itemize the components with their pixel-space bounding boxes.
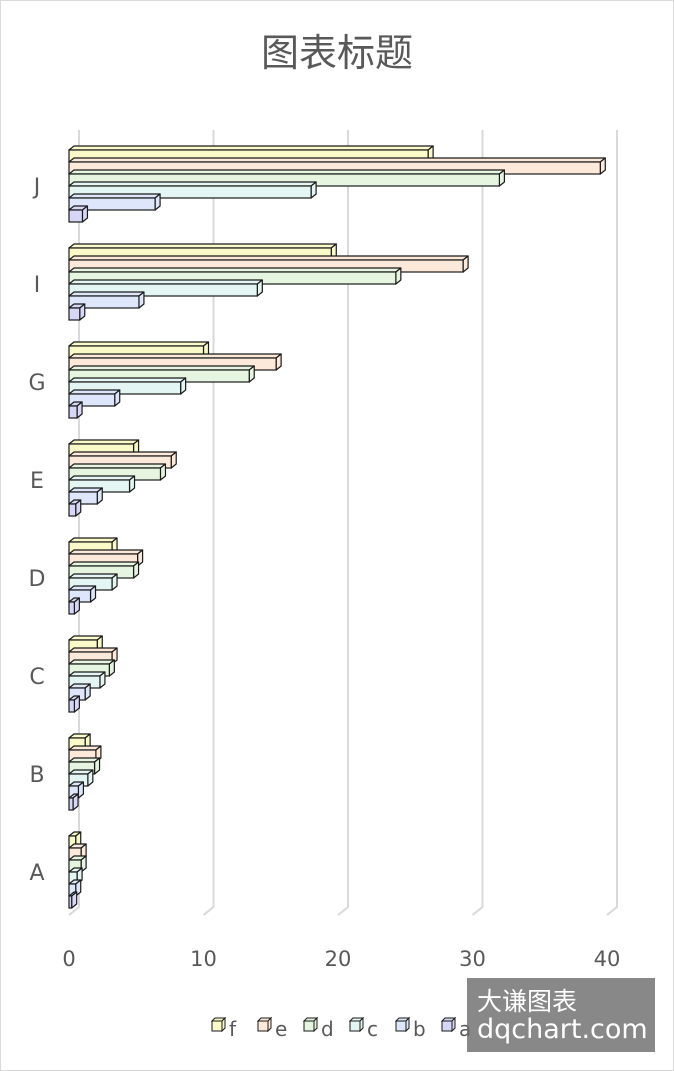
category-label-D: D [29, 567, 46, 592]
svg-text:e: e [275, 1017, 287, 1041]
watermark-line1: 大谦图表 [477, 987, 578, 1016]
gridline-10 [202, 130, 215, 916]
chart-title: 图表标题 [261, 31, 413, 75]
bar-D-c [68, 573, 118, 591]
bars [68, 145, 606, 909]
bar-J-c [68, 181, 317, 199]
watermark-line2: dqchart.com [477, 1014, 648, 1045]
gridline-40 [606, 130, 618, 916]
gridline-20 [337, 130, 349, 916]
svg-text:d: d [321, 1017, 334, 1041]
x-tick-label: 20 [325, 947, 352, 971]
category-labels: A B C D E G I J [28, 175, 45, 886]
legend-item-b: b [394, 1016, 426, 1041]
x-axis-ticks: 0 10 20 30 40 [62, 947, 620, 971]
bar-E-b [68, 487, 103, 505]
category-label-E: E [30, 469, 44, 494]
x-tick-label: 30 [459, 947, 486, 971]
bar-J-b [68, 193, 161, 211]
watermark: 大谦图表 dqchart.com [467, 978, 655, 1052]
legend-item-e: e [256, 1016, 287, 1041]
x-tick-label: 0 [62, 947, 75, 971]
legend-item-d: d [302, 1016, 334, 1041]
category-label-B: B [29, 763, 44, 788]
category-label-A: A [29, 861, 44, 886]
x-tick-label: 40 [594, 947, 621, 971]
category-label-G: G [28, 371, 45, 396]
bar-D-a [68, 597, 80, 615]
svg-text:f: f [229, 1017, 237, 1041]
bar-E-a [68, 499, 82, 517]
svg-text:b: b [413, 1017, 426, 1041]
bar-C-a [68, 695, 80, 713]
bar-I-a [68, 303, 86, 321]
category-label-I: I [34, 273, 41, 298]
gridline-30 [471, 130, 484, 916]
bar-A-e [68, 843, 87, 861]
legend-item-c: c [348, 1016, 378, 1041]
category-label-J: J [32, 175, 41, 200]
bar-J-a [68, 205, 89, 223]
bar-I-b [68, 291, 145, 309]
x-tick-label: 10 [190, 947, 217, 971]
bar-A-a [68, 891, 78, 909]
svg-text:c: c [367, 1017, 378, 1041]
category-label-C: C [29, 665, 44, 690]
legend-item-f: f [210, 1016, 237, 1041]
bar-B-a [68, 793, 79, 811]
bar-G-a [68, 401, 83, 419]
